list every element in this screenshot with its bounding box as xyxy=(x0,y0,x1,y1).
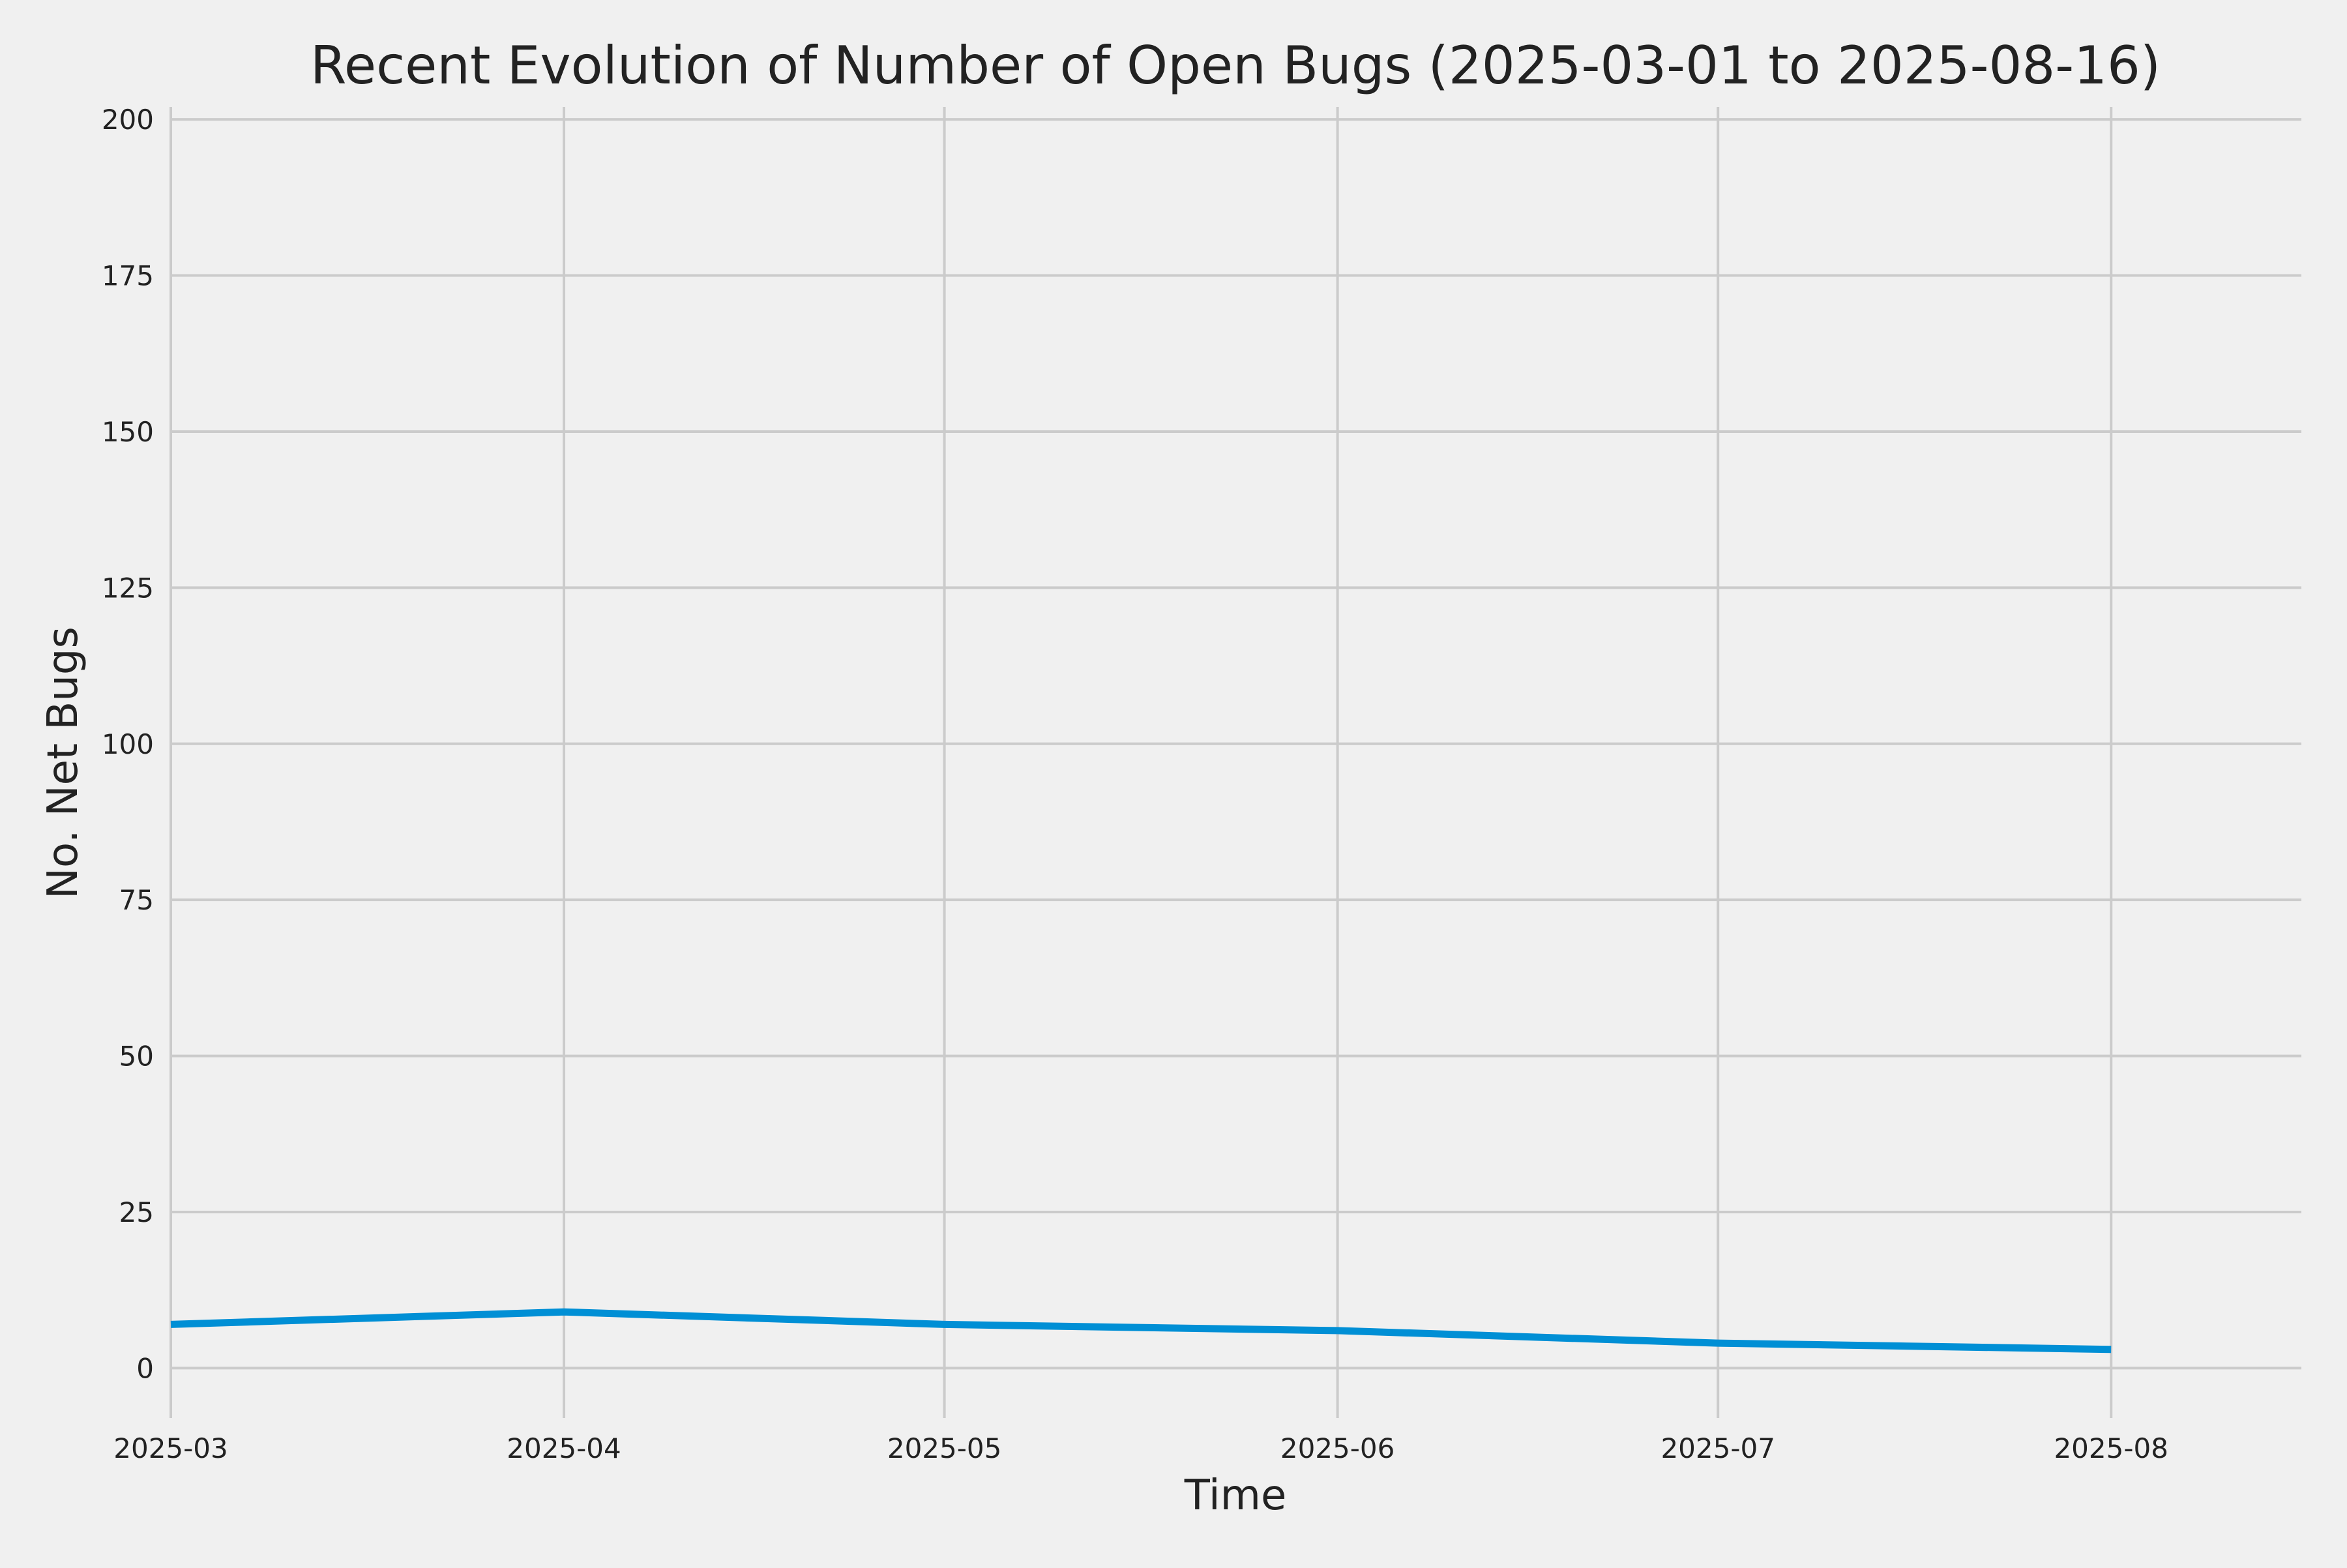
y-tick-label: 175 xyxy=(102,260,154,292)
y-tick-label: 25 xyxy=(119,1196,154,1228)
y-tick-label: 125 xyxy=(102,572,154,604)
tick-labels: 0 25 50 75 100 125 150 175 200 2025-03 2025-04 2025… xyxy=(102,104,2168,1464)
y-tick-label: 50 xyxy=(119,1041,154,1072)
x-tick-label: 2025-08 xyxy=(2054,1432,2168,1464)
x-tick-label: 2025-07 xyxy=(1661,1432,1775,1464)
x-tick-label: 2025-05 xyxy=(887,1432,1002,1464)
x-tick-label: 2025-03 xyxy=(113,1432,228,1464)
y-tick-label: 0 xyxy=(136,1352,154,1384)
y-axis-label: No. Net Bugs xyxy=(39,627,87,899)
grid xyxy=(170,107,2301,1418)
x-axis-label: Time xyxy=(1184,1472,1287,1520)
x-tick-label: 2025-06 xyxy=(1280,1432,1395,1464)
y-tick-label: 100 xyxy=(102,728,154,760)
chart-title: Recent Evolution of Number of Open Bugs … xyxy=(310,35,2161,96)
y-tick-label: 200 xyxy=(102,104,154,136)
series-line-0 xyxy=(170,1308,2112,1354)
y-tick-label: 75 xyxy=(119,884,154,916)
y-tick-label: 150 xyxy=(102,416,154,448)
series-layer xyxy=(170,1308,2112,1354)
x-tick-label: 2025-04 xyxy=(507,1432,621,1464)
